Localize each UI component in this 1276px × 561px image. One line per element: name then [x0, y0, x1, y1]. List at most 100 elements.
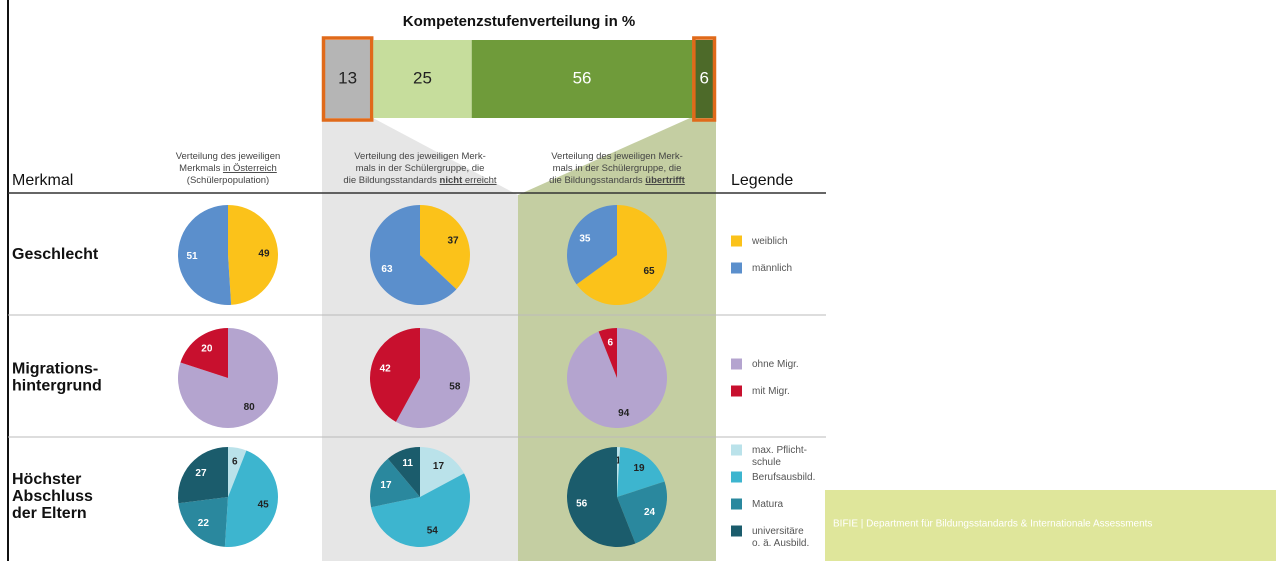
- legend-label: max. Pflicht-: [752, 445, 807, 456]
- level-segment: [692, 40, 716, 118]
- level-highlight: [692, 36, 717, 122]
- pie-slice: [387, 447, 420, 497]
- header-span: nicht: [440, 175, 464, 186]
- pie-label: 6: [232, 456, 238, 467]
- header-span: übertrifft: [645, 175, 685, 186]
- row-label: der Eltern: [12, 505, 87, 522]
- pie-slice: [178, 205, 232, 305]
- level-label: 56: [573, 68, 592, 87]
- level-segment: [373, 40, 472, 118]
- legend-swatch: [731, 235, 742, 247]
- level-highlight: [321, 36, 374, 122]
- legend-swatch: [731, 385, 742, 397]
- legend-label: universitäre: [752, 526, 804, 537]
- row-label: Abschluss: [12, 488, 93, 505]
- header-span: Verteilung des jeweiligen Merk-: [354, 151, 485, 162]
- pie-label: 63: [381, 264, 393, 275]
- column-header: Verteilung des jeweiligen: [176, 151, 281, 162]
- row-label: Höchster: [12, 471, 81, 488]
- legend-header: Legende: [731, 172, 793, 189]
- legend-swatch: [731, 262, 742, 274]
- legend-swatch: [731, 358, 742, 370]
- title: Kompetenzstufenverteilung in %: [403, 13, 636, 30]
- pie-label: 56: [576, 498, 588, 509]
- pie-label: 17: [433, 461, 445, 472]
- header-span: erreicht: [462, 175, 497, 186]
- pie-label: 1: [615, 456, 621, 467]
- pie-slice: [567, 205, 617, 285]
- row-label: Geschlecht: [12, 246, 99, 263]
- pie-slice: [576, 205, 667, 305]
- pie-slice: [178, 446, 228, 504]
- level-segment: [322, 40, 374, 118]
- pie-slice: [371, 473, 470, 547]
- header-span: (Schülerpopulation): [187, 175, 269, 186]
- merkmal-header: Merkmal: [12, 172, 73, 189]
- pie-slice: [224, 450, 278, 547]
- level-label: 25: [413, 68, 432, 87]
- pie-label: 94: [618, 408, 630, 419]
- header-span: Verteilung des jeweiligen Merk-: [551, 151, 682, 162]
- pie-label: 51: [186, 251, 198, 262]
- pie-label: 54: [427, 525, 439, 536]
- column-header: mals in der Schülergruppe, die: [553, 163, 682, 174]
- pie-label: 45: [258, 499, 270, 510]
- pie-slice: [370, 205, 457, 305]
- level-label: 6: [699, 68, 708, 87]
- legend-swatch: [731, 498, 742, 510]
- pie-slice: [228, 447, 247, 497]
- row-label: hintergrund: [12, 378, 102, 395]
- column-header: mals in der Schülergruppe, die: [356, 163, 485, 174]
- pie-label: 17: [380, 480, 392, 491]
- legend-swatch: [731, 525, 742, 537]
- pie-slice: [178, 497, 228, 547]
- pie-label: 22: [198, 518, 210, 529]
- legend-label: o. ä. Ausbild.: [752, 538, 809, 549]
- legend-label: männlich: [752, 263, 792, 274]
- pie-label: 37: [447, 235, 459, 246]
- legend-swatch: [731, 471, 742, 483]
- column-header: Merkmals in Österreich: [179, 163, 277, 174]
- level-label: 13: [338, 68, 357, 87]
- legend-label: weiblich: [751, 236, 788, 247]
- legend-label: Matura: [752, 499, 784, 510]
- pie-slice: [598, 328, 617, 378]
- header-span: mals in der Schülergruppe, die: [553, 163, 682, 174]
- pie-label: 27: [195, 468, 207, 479]
- legend-label: ohne Migr.: [752, 359, 799, 370]
- pie-slice: [617, 447, 621, 497]
- pie-label: 58: [449, 382, 461, 393]
- column-header: (Schülerpopulation): [187, 175, 269, 186]
- column-header: Verteilung des jeweiligen Merk-: [354, 151, 485, 162]
- pie-slice: [370, 458, 420, 508]
- pie-slice: [180, 328, 228, 378]
- legend-label: mit Migr.: [752, 386, 790, 397]
- level-segment: [471, 40, 693, 118]
- pie-label: 42: [380, 364, 392, 375]
- column-header: die Bildungsstandards übertrifft: [549, 175, 686, 186]
- legend-label: Berufsausbild.: [752, 472, 815, 483]
- column-header: Verteilung des jeweiligen Merk-: [551, 151, 682, 162]
- pie-label: 65: [644, 266, 656, 277]
- row-label: Migrations-: [12, 361, 98, 378]
- header-span: die Bildungsstandards: [343, 175, 439, 186]
- pie-slice: [420, 447, 465, 497]
- pie-label: 35: [579, 233, 591, 244]
- footer-box: [825, 490, 1276, 561]
- pie-label: 11: [402, 458, 413, 469]
- header-span: in Österreich: [223, 163, 277, 174]
- legend-label: schule: [752, 457, 781, 468]
- pie-slice: [617, 447, 665, 497]
- pie-slice: [567, 447, 636, 547]
- pie-label: 80: [244, 402, 256, 413]
- pie-slice: [369, 328, 420, 422]
- pie-label: 20: [201, 344, 213, 355]
- pie-slice: [395, 328, 470, 428]
- header-span: Merkmals: [179, 163, 223, 174]
- pie-slice: [228, 205, 279, 305]
- header-span: die Bildungsstandards: [549, 175, 645, 186]
- pie-label: 24: [644, 507, 656, 518]
- pie-slice: [617, 481, 667, 544]
- header-span: mals in der Schülergruppe, die: [356, 163, 485, 174]
